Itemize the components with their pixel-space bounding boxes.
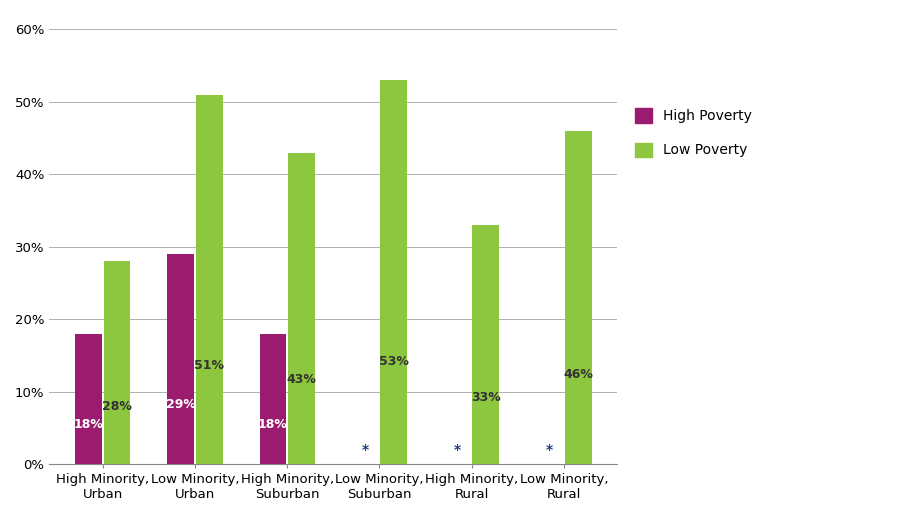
Text: *: * [362,443,369,457]
Text: 43%: 43% [286,373,317,386]
Text: *: * [454,443,461,457]
Text: *: * [546,443,554,457]
Text: 33%: 33% [471,391,500,404]
Text: 46%: 46% [563,368,593,381]
Bar [104,261,130,464]
Text: 28%: 28% [102,400,132,413]
Bar [288,153,315,464]
Text: 29%: 29% [166,398,195,411]
Bar [259,334,286,464]
Text: 18%: 18% [258,418,288,431]
Bar [167,254,194,464]
Text: 51%: 51% [194,359,224,372]
Text: 18%: 18% [74,418,104,431]
Bar [381,80,407,464]
Bar [472,225,500,464]
Bar [76,334,102,464]
Bar [196,94,222,464]
Legend: High Poverty, Low Poverty: High Poverty, Low Poverty [630,103,758,163]
Text: 53%: 53% [379,355,409,368]
Bar [564,131,591,464]
